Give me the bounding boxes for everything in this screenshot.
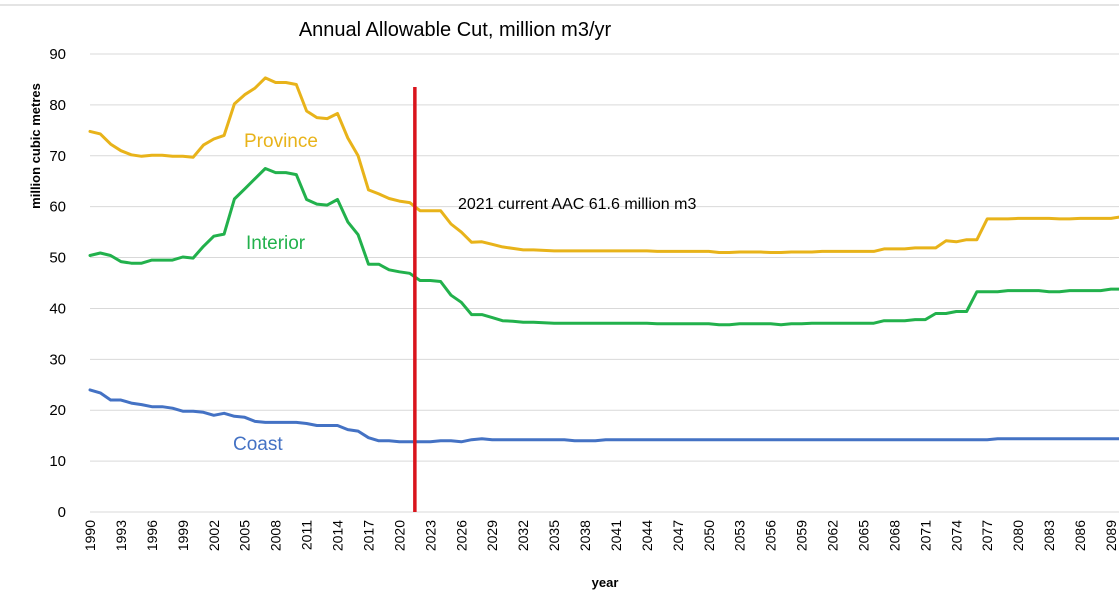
x-tick-label-1996: 1996: [144, 520, 160, 551]
y-tick-label-10: 10: [49, 453, 66, 470]
x-tick-label-2083: 2083: [1041, 520, 1057, 551]
grid: [90, 53, 1119, 513]
series-label-interior: Interior: [246, 233, 306, 254]
x-tick-label-2044: 2044: [639, 520, 655, 551]
y-tick-label-70: 70: [49, 148, 66, 165]
x-tick-label-1993: 1993: [113, 520, 129, 551]
x-tick-label-2074: 2074: [948, 520, 964, 551]
x-tick-label-2077: 2077: [979, 520, 995, 551]
x-tick-label-2041: 2041: [608, 520, 624, 551]
x-tick-label-2080: 2080: [1010, 520, 1026, 551]
y-tick-label-50: 50: [49, 250, 66, 267]
x-tick-label-2068: 2068: [886, 520, 902, 551]
chart-title: Annual Allowable Cut, million m3/yr: [299, 19, 612, 41]
x-tick-label-1999: 1999: [175, 520, 191, 551]
series-label-coast: Coast: [233, 434, 283, 455]
x-tick-label-2026: 2026: [453, 520, 469, 551]
series-line-coast: [88, 388, 1119, 444]
x-tick-label-2020: 2020: [391, 520, 407, 551]
x-tick-label-2056: 2056: [763, 520, 779, 551]
x-tick-label-2008: 2008: [268, 520, 284, 551]
y-tick-label-80: 80: [49, 97, 66, 114]
x-tick-label-2050: 2050: [701, 520, 717, 551]
y-tick-label-0: 0: [58, 504, 66, 521]
x-tick-label-2023: 2023: [422, 520, 438, 551]
x-tick-label-2035: 2035: [546, 520, 562, 551]
x-tick-label-2086: 2086: [1072, 520, 1088, 551]
y-tick-label-40: 40: [49, 300, 66, 317]
x-tick-label-2053: 2053: [732, 520, 748, 551]
series-line-interior: [88, 167, 1119, 327]
x-tick-label-2059: 2059: [794, 520, 810, 551]
x-tick-label-2014: 2014: [330, 520, 346, 551]
x-tick-label-2071: 2071: [917, 520, 933, 551]
x-tick-label-2038: 2038: [577, 520, 593, 551]
x-tick-label-1990: 1990: [82, 520, 98, 551]
x-tick-label-2089: 2089: [1103, 520, 1119, 551]
series-lines: [88, 76, 1119, 444]
x-tick-label-2062: 2062: [825, 520, 841, 551]
x-axis-ticks: 1990 1993 1996 1999 2002 2005 2008 2011 2014 2017…: [82, 520, 1119, 551]
x-tick-label-2032: 2032: [515, 520, 531, 551]
x-tick-label-2017: 2017: [360, 520, 376, 551]
series-label-province: Province: [244, 131, 318, 152]
x-axis-title: year: [592, 575, 619, 590]
y-tick-label-60: 60: [49, 199, 66, 216]
x-tick-label-2047: 2047: [670, 520, 686, 551]
x-tick-label-2005: 2005: [237, 520, 253, 551]
y-axis-title: million cubic metres: [28, 83, 43, 209]
x-tick-label-2002: 2002: [206, 520, 222, 551]
y-tick-label-20: 20: [49, 402, 66, 419]
x-tick-label-2011: 2011: [299, 520, 315, 550]
y-tick-label-30: 30: [49, 351, 66, 368]
current-aac-annotation: 2021 current AAC 61.6 million m3: [458, 196, 696, 213]
series-line-province: [88, 76, 1119, 254]
y-axis-ticks: 0 10 20 30 40 50 60 70 80 90: [49, 46, 66, 521]
x-tick-label-2065: 2065: [855, 520, 871, 551]
y-tick-label-90: 90: [49, 46, 66, 63]
x-tick-label-2029: 2029: [484, 520, 500, 551]
